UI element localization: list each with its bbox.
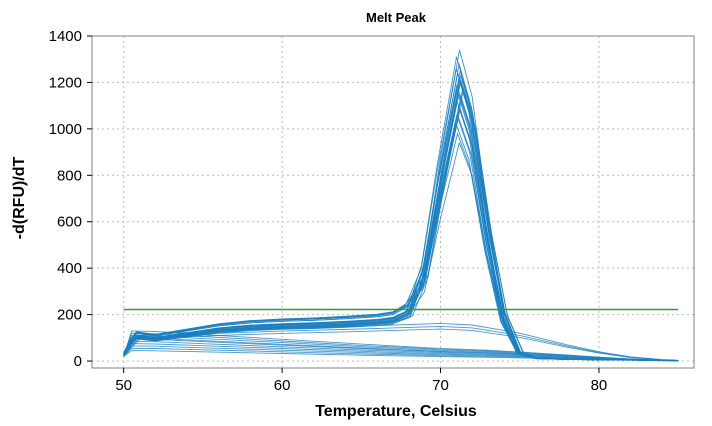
y-tick-label: 400 (57, 260, 82, 277)
x-tick-label: 70 (432, 377, 449, 394)
chart-title: Melt Peak (366, 10, 427, 25)
x-tick-label: 80 (591, 377, 608, 394)
x-axis-label: Temperature, Celsius (315, 403, 477, 420)
melt-curve-amplified[interactable] (123, 114, 679, 361)
y-tick-label: 200 (57, 307, 82, 324)
melt-curve-amplified[interactable] (123, 100, 679, 361)
melt-curve-amplified[interactable] (123, 133, 679, 361)
y-tick-label: 0 (74, 353, 82, 370)
curve-layer (123, 49, 679, 362)
y-tick-label: 800 (57, 167, 82, 184)
y-tick-label: 1200 (49, 74, 82, 91)
melt-curve-baseline[interactable] (123, 350, 679, 362)
y-tick-label: 600 (57, 214, 82, 231)
melt-curve-amplified[interactable] (123, 105, 679, 362)
x-tick-label: 50 (115, 377, 132, 394)
melt-curve-amplified[interactable] (123, 109, 679, 362)
melt-curve-amplified[interactable] (123, 116, 679, 362)
x-tick-label: 60 (274, 377, 291, 394)
y-axis-label: -d(RFU)/dT (11, 156, 28, 239)
melt-curve-broad[interactable] (123, 328, 679, 361)
melt-curve-amplified[interactable] (123, 81, 679, 362)
plot-area (91, 35, 695, 369)
y-tick-label: 1000 (49, 121, 82, 138)
y-tick-label: 1400 (49, 28, 82, 45)
